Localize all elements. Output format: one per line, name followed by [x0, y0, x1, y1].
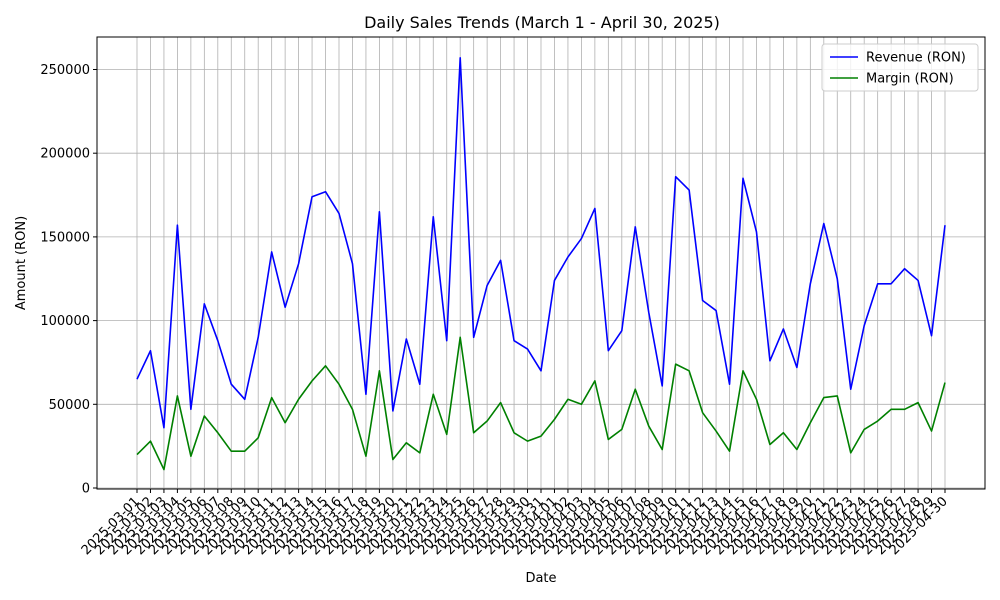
legend-label: Margin (RON)	[866, 72, 954, 87]
legend: Revenue (RON) Margin (RON)	[821, 43, 979, 92]
y-tick-label: 200000	[40, 147, 90, 162]
y-tick-label: 250000	[40, 63, 90, 78]
y-tick-label: 150000	[40, 230, 90, 245]
series-line	[136, 56, 946, 429]
x-axis: 2025-03-012025-03-022025-03-032025-03-04…	[79, 489, 951, 558]
legend-label: Revenue (RON)	[866, 51, 966, 66]
y-axis-label: Amount (RON)	[14, 216, 29, 310]
y-tick-label: 100000	[40, 314, 90, 329]
chart-title: Daily Sales Trends (March 1 - April 30, …	[364, 13, 720, 32]
x-axis-label: Date	[525, 571, 556, 586]
legend-box	[821, 43, 979, 92]
series-lines	[136, 56, 946, 471]
y-tick-label: 50000	[49, 398, 90, 413]
y-axis: 0 50000 100000 150000 200000 250000	[40, 63, 97, 497]
y-tick-label: 0	[82, 482, 90, 497]
grid-lines	[97, 37, 985, 489]
series-line	[136, 336, 946, 471]
